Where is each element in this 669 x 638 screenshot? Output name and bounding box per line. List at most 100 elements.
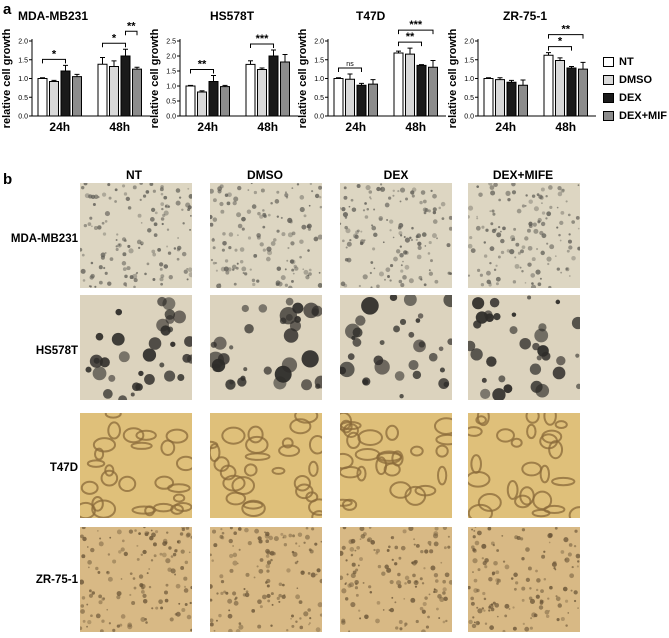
cell (129, 572, 133, 576)
cell (424, 549, 429, 554)
cell (220, 209, 225, 214)
cell (235, 266, 239, 270)
cell (392, 236, 395, 239)
cell-cluster (210, 443, 221, 463)
cell (516, 536, 521, 541)
cell (423, 567, 426, 570)
cell (106, 608, 109, 611)
y-tick-label: 1.0 (314, 76, 324, 83)
cell-spheroid (417, 313, 424, 319)
cell-spheroid (85, 366, 92, 373)
cell (82, 619, 86, 623)
cell-spheroid (243, 367, 248, 372)
cell (437, 594, 442, 599)
cell (495, 578, 500, 583)
micrograph-svg (80, 295, 192, 400)
cell (397, 189, 400, 193)
cell (434, 527, 439, 531)
cell (512, 626, 517, 631)
cell (442, 587, 447, 592)
cell (106, 571, 109, 574)
cell (304, 534, 310, 540)
y-tick-label: 0.0 (464, 114, 474, 121)
cell (90, 194, 96, 199)
cell (389, 607, 395, 613)
cell (314, 193, 320, 199)
cell (319, 578, 322, 584)
cell-spheroid (108, 374, 116, 382)
cell-spheroid (135, 383, 143, 391)
cell-cluster (293, 474, 311, 492)
cell (555, 595, 558, 598)
cell (375, 618, 380, 624)
cell (285, 196, 289, 199)
cell (303, 611, 309, 617)
cell (151, 249, 156, 254)
cell (577, 184, 580, 187)
cell (245, 590, 249, 593)
cell (189, 601, 192, 605)
cell (349, 547, 355, 552)
micrograph-image (210, 183, 322, 288)
cell (475, 620, 480, 626)
cell (138, 532, 141, 535)
micrograph-image (340, 295, 452, 400)
cell (476, 530, 482, 536)
cell (354, 586, 359, 590)
cell-spheroid (511, 312, 517, 317)
cell (540, 589, 544, 594)
cell (298, 545, 301, 547)
cell-spheroid (315, 383, 321, 389)
cell (526, 228, 531, 233)
cell (140, 553, 144, 556)
cell (509, 249, 515, 255)
cell-spheroid (361, 296, 379, 315)
cell (241, 227, 245, 231)
cell (470, 596, 475, 601)
cell (252, 282, 256, 287)
cell (290, 617, 292, 620)
cell-spheroid (480, 388, 491, 400)
cell (502, 629, 506, 632)
cell (400, 269, 404, 273)
cell (228, 628, 233, 632)
cell (317, 234, 322, 240)
cell (174, 549, 178, 553)
cell (211, 238, 215, 242)
cell (475, 225, 481, 231)
cell (120, 614, 126, 619)
cell (405, 197, 409, 201)
cell (495, 570, 500, 575)
cell (347, 583, 352, 588)
significance-label: ** (127, 20, 136, 32)
cell (362, 532, 367, 536)
cell-spheroid (159, 362, 165, 368)
cell (233, 600, 239, 606)
cell (468, 243, 473, 249)
cell (251, 609, 256, 613)
cell-spheroid (503, 384, 513, 394)
cell (229, 568, 234, 573)
bar (220, 86, 230, 117)
cell (568, 275, 571, 277)
cell (403, 236, 406, 239)
cell (520, 249, 524, 254)
y-tick-label: 2.0 (18, 39, 28, 46)
cell (399, 627, 403, 631)
cell (481, 607, 485, 610)
cell (359, 557, 363, 561)
cell (417, 245, 422, 250)
cell (177, 237, 179, 239)
cell (350, 573, 356, 579)
bar (97, 63, 108, 117)
cell (178, 196, 182, 199)
cell (521, 557, 525, 561)
cell (412, 573, 416, 578)
cell-cluster (172, 493, 186, 503)
cell (446, 243, 451, 248)
cell (158, 599, 163, 605)
bar (333, 78, 344, 117)
cell (92, 202, 96, 206)
cell (432, 233, 437, 239)
cell (413, 538, 415, 541)
